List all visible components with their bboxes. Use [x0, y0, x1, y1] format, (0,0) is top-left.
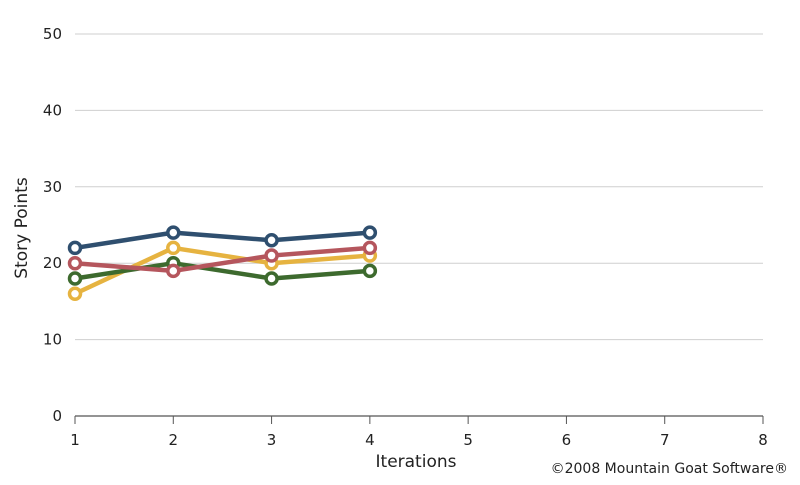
y-axis-ticks: 0 10 20 30 40 50 [43, 25, 62, 425]
series-lines [67, 225, 378, 302]
series-1-point [362, 225, 378, 240]
series-line-4 [72, 245, 373, 274]
y-axis-title: Story Points [12, 177, 32, 279]
series-1-point [67, 240, 83, 256]
series-line-3 [72, 260, 373, 281]
x-tick-label: 4 [365, 431, 375, 449]
copyright-annotation: ©2008 Mountain Goat Software® [551, 461, 788, 477]
series-4-point [67, 255, 83, 271]
y-tick-label: 50 [43, 25, 62, 43]
y-tick-label: 0 [52, 407, 62, 425]
y-tick-label: 40 [43, 101, 62, 119]
series-4-point [264, 248, 279, 263]
series-4-point [362, 240, 378, 256]
series-2-point [67, 286, 83, 302]
x-tick-label: 6 [562, 431, 572, 449]
x-tick-label: 8 [758, 431, 768, 449]
x-tick-label: 7 [660, 431, 670, 449]
x-tick-label: 5 [463, 431, 473, 449]
x-tick-label: 3 [267, 431, 277, 449]
series-3-point [362, 263, 378, 279]
series-3-point [264, 271, 279, 286]
y-tick-label: 30 [43, 178, 62, 196]
series-3-point [67, 271, 83, 286]
x-axis-ticks: 1 2 3 4 5 6 7 8 [70, 416, 768, 449]
series-2-point [166, 240, 181, 256]
series-4-point [166, 263, 181, 279]
series-1-point [166, 225, 181, 240]
series-1-point [264, 233, 279, 248]
gridlines [75, 33, 763, 417]
x-tick-label: 2 [169, 431, 179, 449]
y-tick-label: 20 [43, 254, 62, 272]
x-tick-label: 1 [70, 431, 80, 449]
x-axis-title: Iterations [376, 452, 457, 472]
y-tick-label: 10 [43, 331, 62, 349]
series-line-1 [72, 230, 373, 251]
